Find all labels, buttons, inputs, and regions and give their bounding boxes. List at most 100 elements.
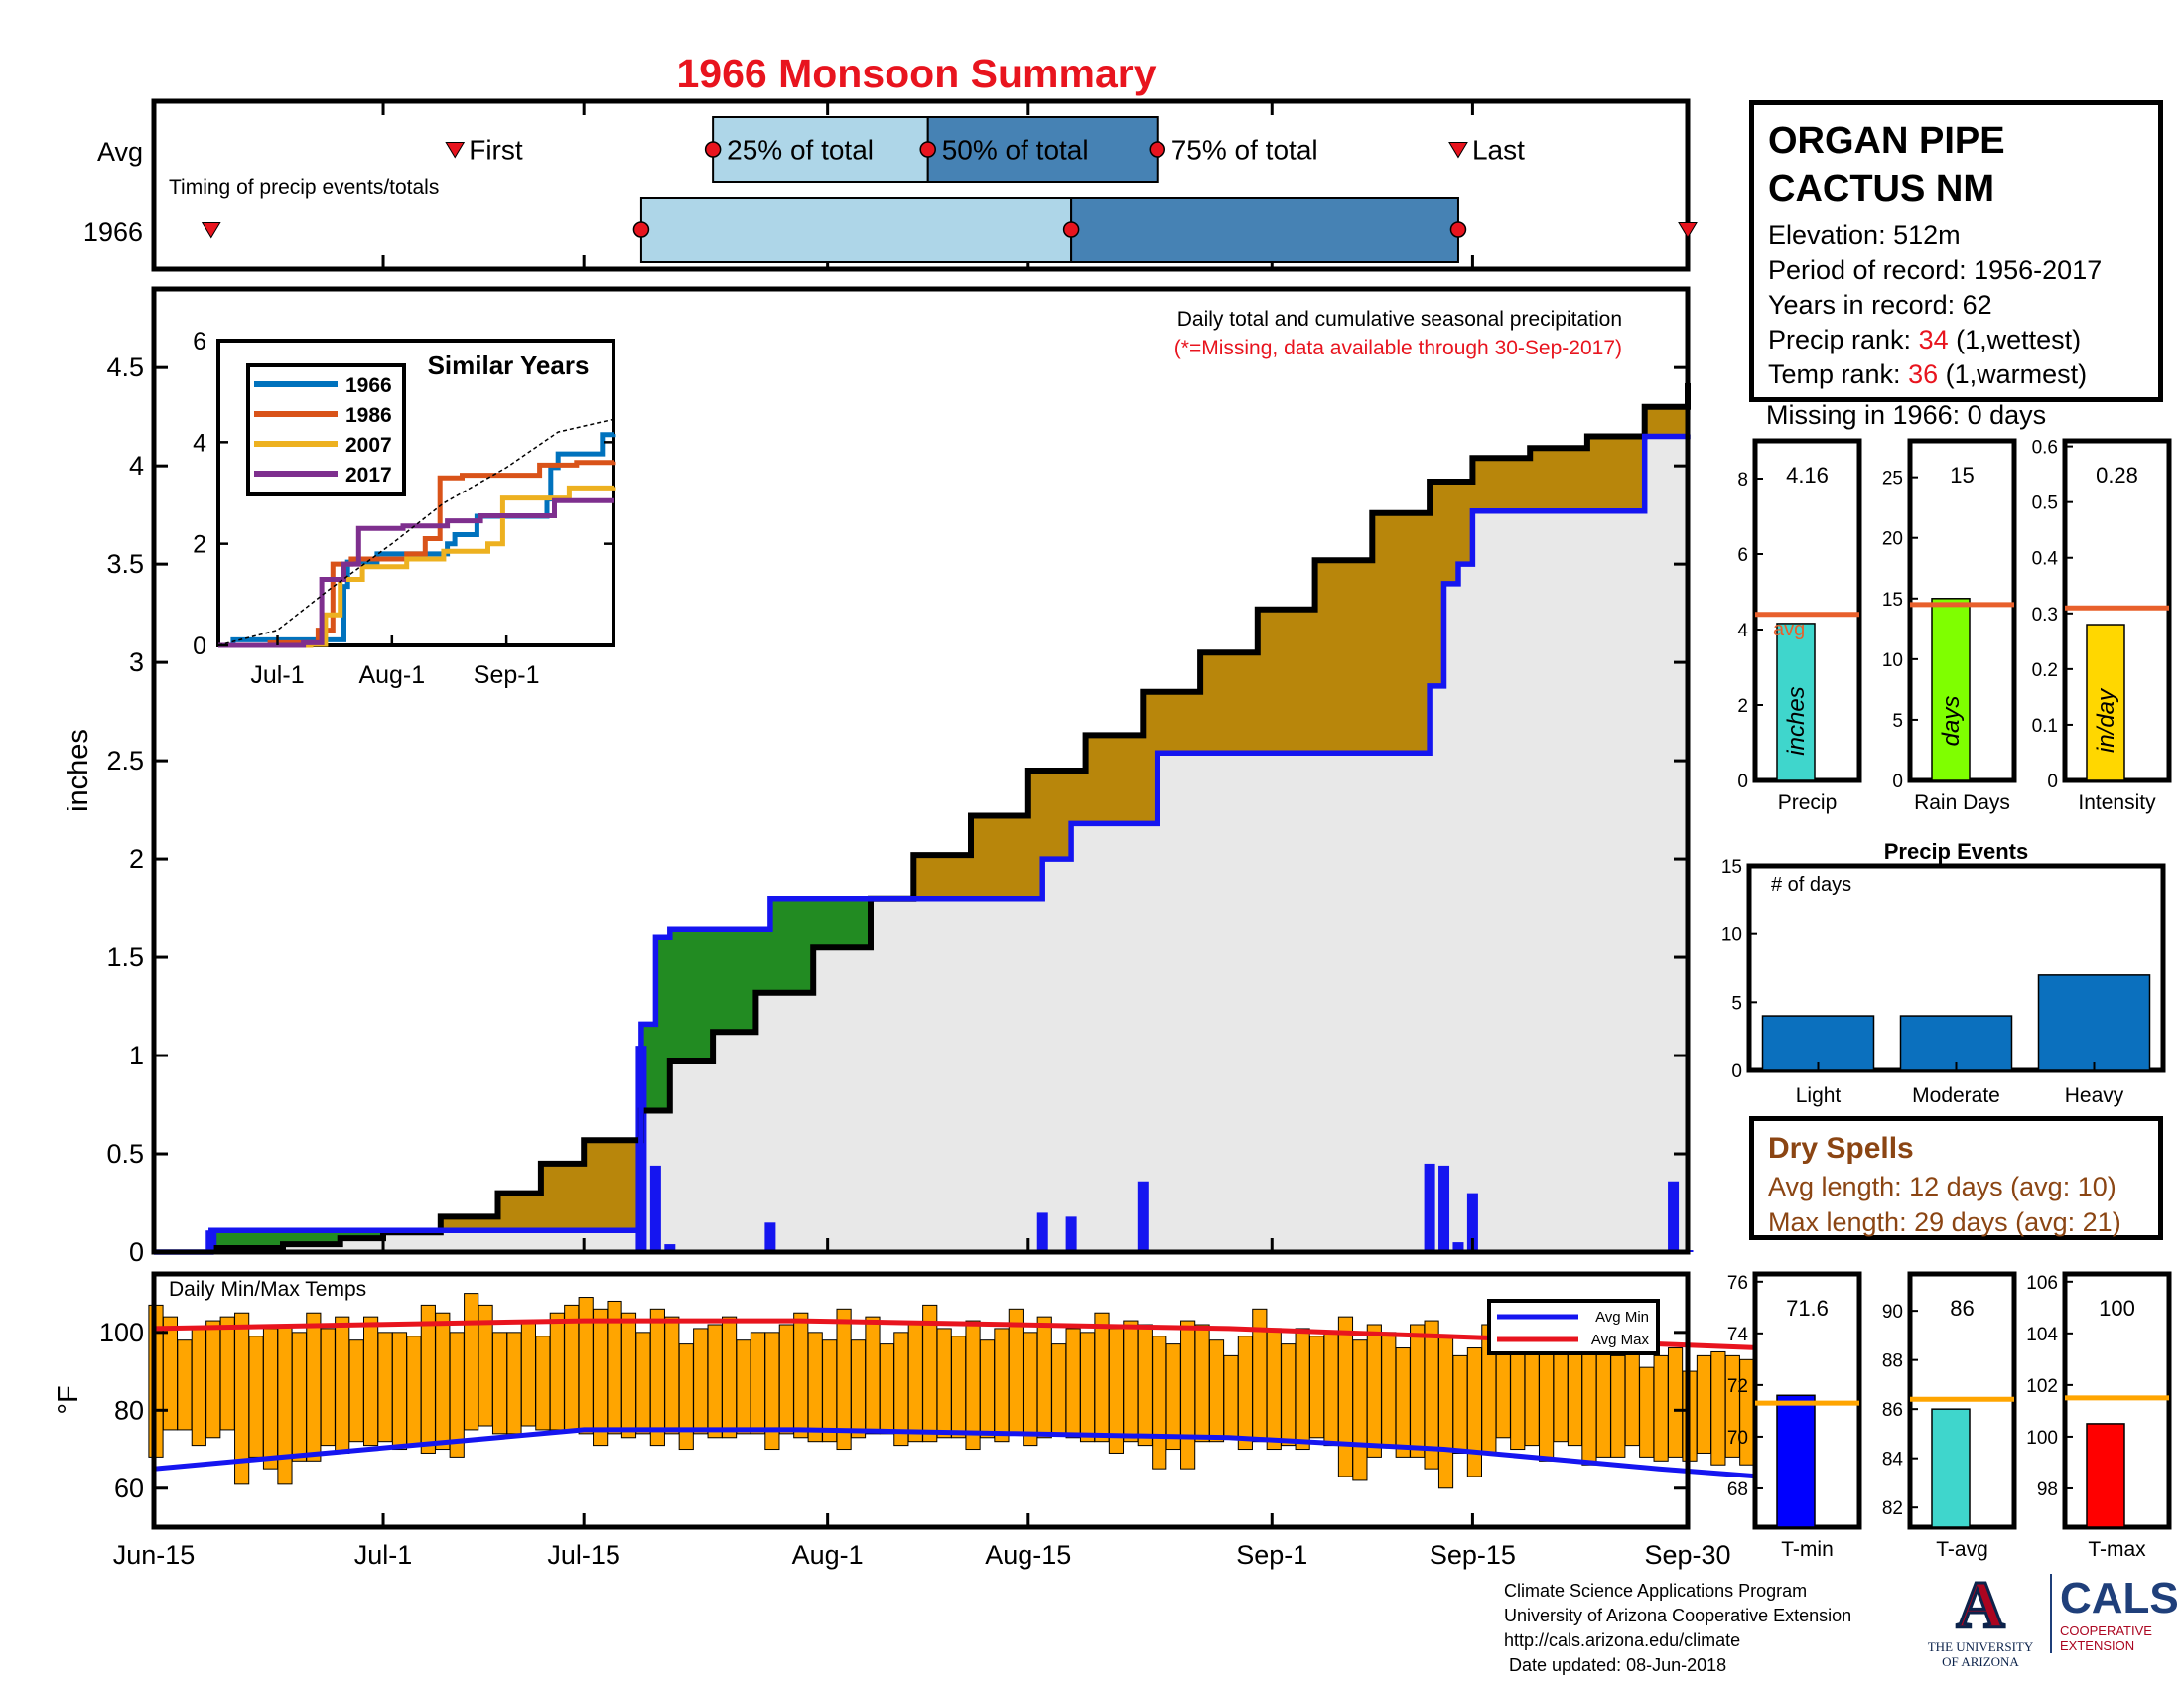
panel-inner-label-Precip: inches (1783, 686, 1810, 755)
dry-spells-title: Dry Spells (1768, 1132, 1914, 1165)
daily-temp-bar (1696, 1354, 1712, 1454)
daily-temp-bar (535, 1336, 551, 1431)
panel-y-tick-label: 0.6 (2032, 438, 2058, 459)
daily-temp-bar (1452, 1354, 1468, 1454)
panel-bar-T-max (2086, 1423, 2125, 1528)
daily-temp-bar (1036, 1316, 1052, 1439)
panel-title-T-avg: T-avg (1936, 1538, 1988, 1561)
inset-y-tick-label: 2 (193, 531, 206, 559)
panel-value-Precip: 4.16 (1786, 463, 1829, 488)
precip-rank-note: (1,wettest) (1948, 325, 2082, 354)
daily-temp-bar (391, 1332, 408, 1451)
daily-temp-bar (721, 1316, 738, 1439)
panel-title-Intensity: Intensity (2078, 791, 2156, 814)
inset-average-line (217, 418, 614, 646)
panel-y-tick-label: 0.4 (2032, 549, 2059, 570)
panel-bar-T-min (1776, 1394, 1816, 1528)
panel-value-Intensity: 0.28 (2096, 463, 2138, 488)
daily-temp-bar (205, 1320, 221, 1439)
timing-50-75-box (1070, 197, 1459, 263)
timing-75-marker (1149, 141, 1165, 158)
temp-rank-note: (1,warmest) (1938, 359, 2088, 389)
panel-y-tick-label: 98 (2037, 1479, 2058, 1500)
daily-temp-bar (1323, 1332, 1339, 1447)
timing-last-marker (1448, 142, 1468, 159)
panel-y-tick-label: 0.3 (2032, 605, 2058, 626)
daily-precip-bar (1137, 1181, 1149, 1252)
inset-legend-label-2007: 2007 (345, 434, 392, 457)
credits-line3: http://cals.arizona.edu/climate (1504, 1630, 1741, 1650)
daily-temp-bar (865, 1316, 881, 1435)
station-info-box: ORGAN PIPE CACTUS NM Elevation: 512m Per… (1749, 100, 2163, 402)
daily-temp-bar (965, 1320, 981, 1451)
daily-temp-bar (979, 1339, 996, 1439)
timing-25-50-box (639, 197, 1073, 263)
daily-temp-bar (1653, 1354, 1669, 1462)
station-name-line1: ORGAN PIPE (1768, 120, 2005, 162)
ua-logo-line2: OF ARIZONA (1942, 1654, 2019, 1669)
daily-temp-bar (491, 1332, 508, 1435)
panel-y-tick-label: 2 (1737, 696, 1748, 717)
x-axis: Jun-15 Jul-1 Jul-15 Aug-1 Aug-15 Sep-1 Sep-15 S… (113, 1513, 1731, 1570)
station-missing-days: Missing in 1966: 0 days (1766, 400, 2047, 430)
daily-temp-bar (907, 1324, 923, 1443)
daily-temp-bar (1065, 1328, 1081, 1439)
daily-temp-bar (248, 1336, 264, 1458)
temp-rank-label: Temp rank: (1768, 359, 1909, 389)
daily-temp-bar (464, 1293, 479, 1431)
daily-temp-bar (1639, 1366, 1655, 1458)
daily-temp-bar (807, 1332, 823, 1443)
precip-layers (154, 383, 1694, 1255)
timing-ticks (152, 103, 1690, 267)
panel-y-tick-label: 8 (1737, 470, 1748, 491)
panel-value-T-min: 71.6 (1786, 1296, 1829, 1321)
timing-label-75: 75% of total (1171, 135, 1318, 166)
panel-y-tick-label: 106 (2026, 1273, 2058, 1294)
credits-line4: Date updated: 08-Jun-2018 (1504, 1655, 1727, 1675)
daily-temp-bar (520, 1320, 537, 1427)
panel-y-tick-label: 20 (1882, 529, 1903, 550)
events-bar-Moderate (1899, 1015, 2013, 1071)
panel-title-T-max: T-max (2088, 1538, 2146, 1561)
temp-layers (148, 1293, 1769, 1489)
station-elevation: Elevation: 512m (1768, 220, 1961, 250)
temp-y-axis: 60 80 100 (99, 1318, 1688, 1503)
daily-temp-bar (1466, 1347, 1482, 1477)
inset-x-tick-label: Sep-1 (474, 661, 540, 689)
daily-temp-bar (793, 1312, 809, 1439)
precip-y-tick-label: 3.5 (106, 549, 144, 579)
inset-legend-label-2017: 2017 (345, 464, 392, 487)
events-title: Precip Events (1884, 839, 2029, 864)
daily-temp-bar (564, 1304, 580, 1431)
daily-temp-bar (707, 1324, 723, 1439)
events-category-label: Heavy (2065, 1084, 2124, 1107)
daily-temp-bar (1437, 1336, 1454, 1489)
daily-temp-bar (678, 1343, 694, 1451)
panel-y-tick-label: 84 (1882, 1450, 1904, 1471)
panel-y-tick-label: 5 (1892, 711, 1903, 732)
precip-rank-value: 34 (1918, 325, 1949, 354)
timing-50-marker (919, 141, 936, 158)
daily-temp-bar (335, 1316, 350, 1454)
temp-y-axis-label: °F (53, 1385, 84, 1414)
daily-temp-bar (1008, 1308, 1024, 1435)
timing-subtitle: Timing of precip events/totals (169, 176, 439, 199)
timing-label-first: First (469, 135, 523, 166)
panel-value-Rain Days: 15 (1950, 463, 1974, 488)
daily-temp-bar (994, 1328, 1010, 1443)
inset-legend-label-1986: 1986 (345, 404, 392, 427)
daily-temp-bar (1366, 1324, 1382, 1458)
figure-title: 1966 Monsoon Summary (676, 51, 1156, 96)
panel-bar-Intensity (2086, 624, 2125, 781)
daily-temp-bar (306, 1312, 322, 1462)
daily-temp-bar (1595, 1339, 1611, 1458)
events-category-label: Moderate (1912, 1084, 2000, 1107)
events-bar-Light (1761, 1015, 1875, 1071)
daily-precip-bar (1424, 1163, 1435, 1252)
daily-precip-bar (1466, 1193, 1478, 1252)
daily-temp-bar (822, 1339, 838, 1443)
year-cumulative-line (154, 433, 1691, 1255)
daily-temp-bar (1194, 1324, 1210, 1443)
credits-line1: Climate Science Applications Program (1504, 1581, 1808, 1601)
inset-legend: 1966 1986 2007 2017 (254, 374, 392, 487)
